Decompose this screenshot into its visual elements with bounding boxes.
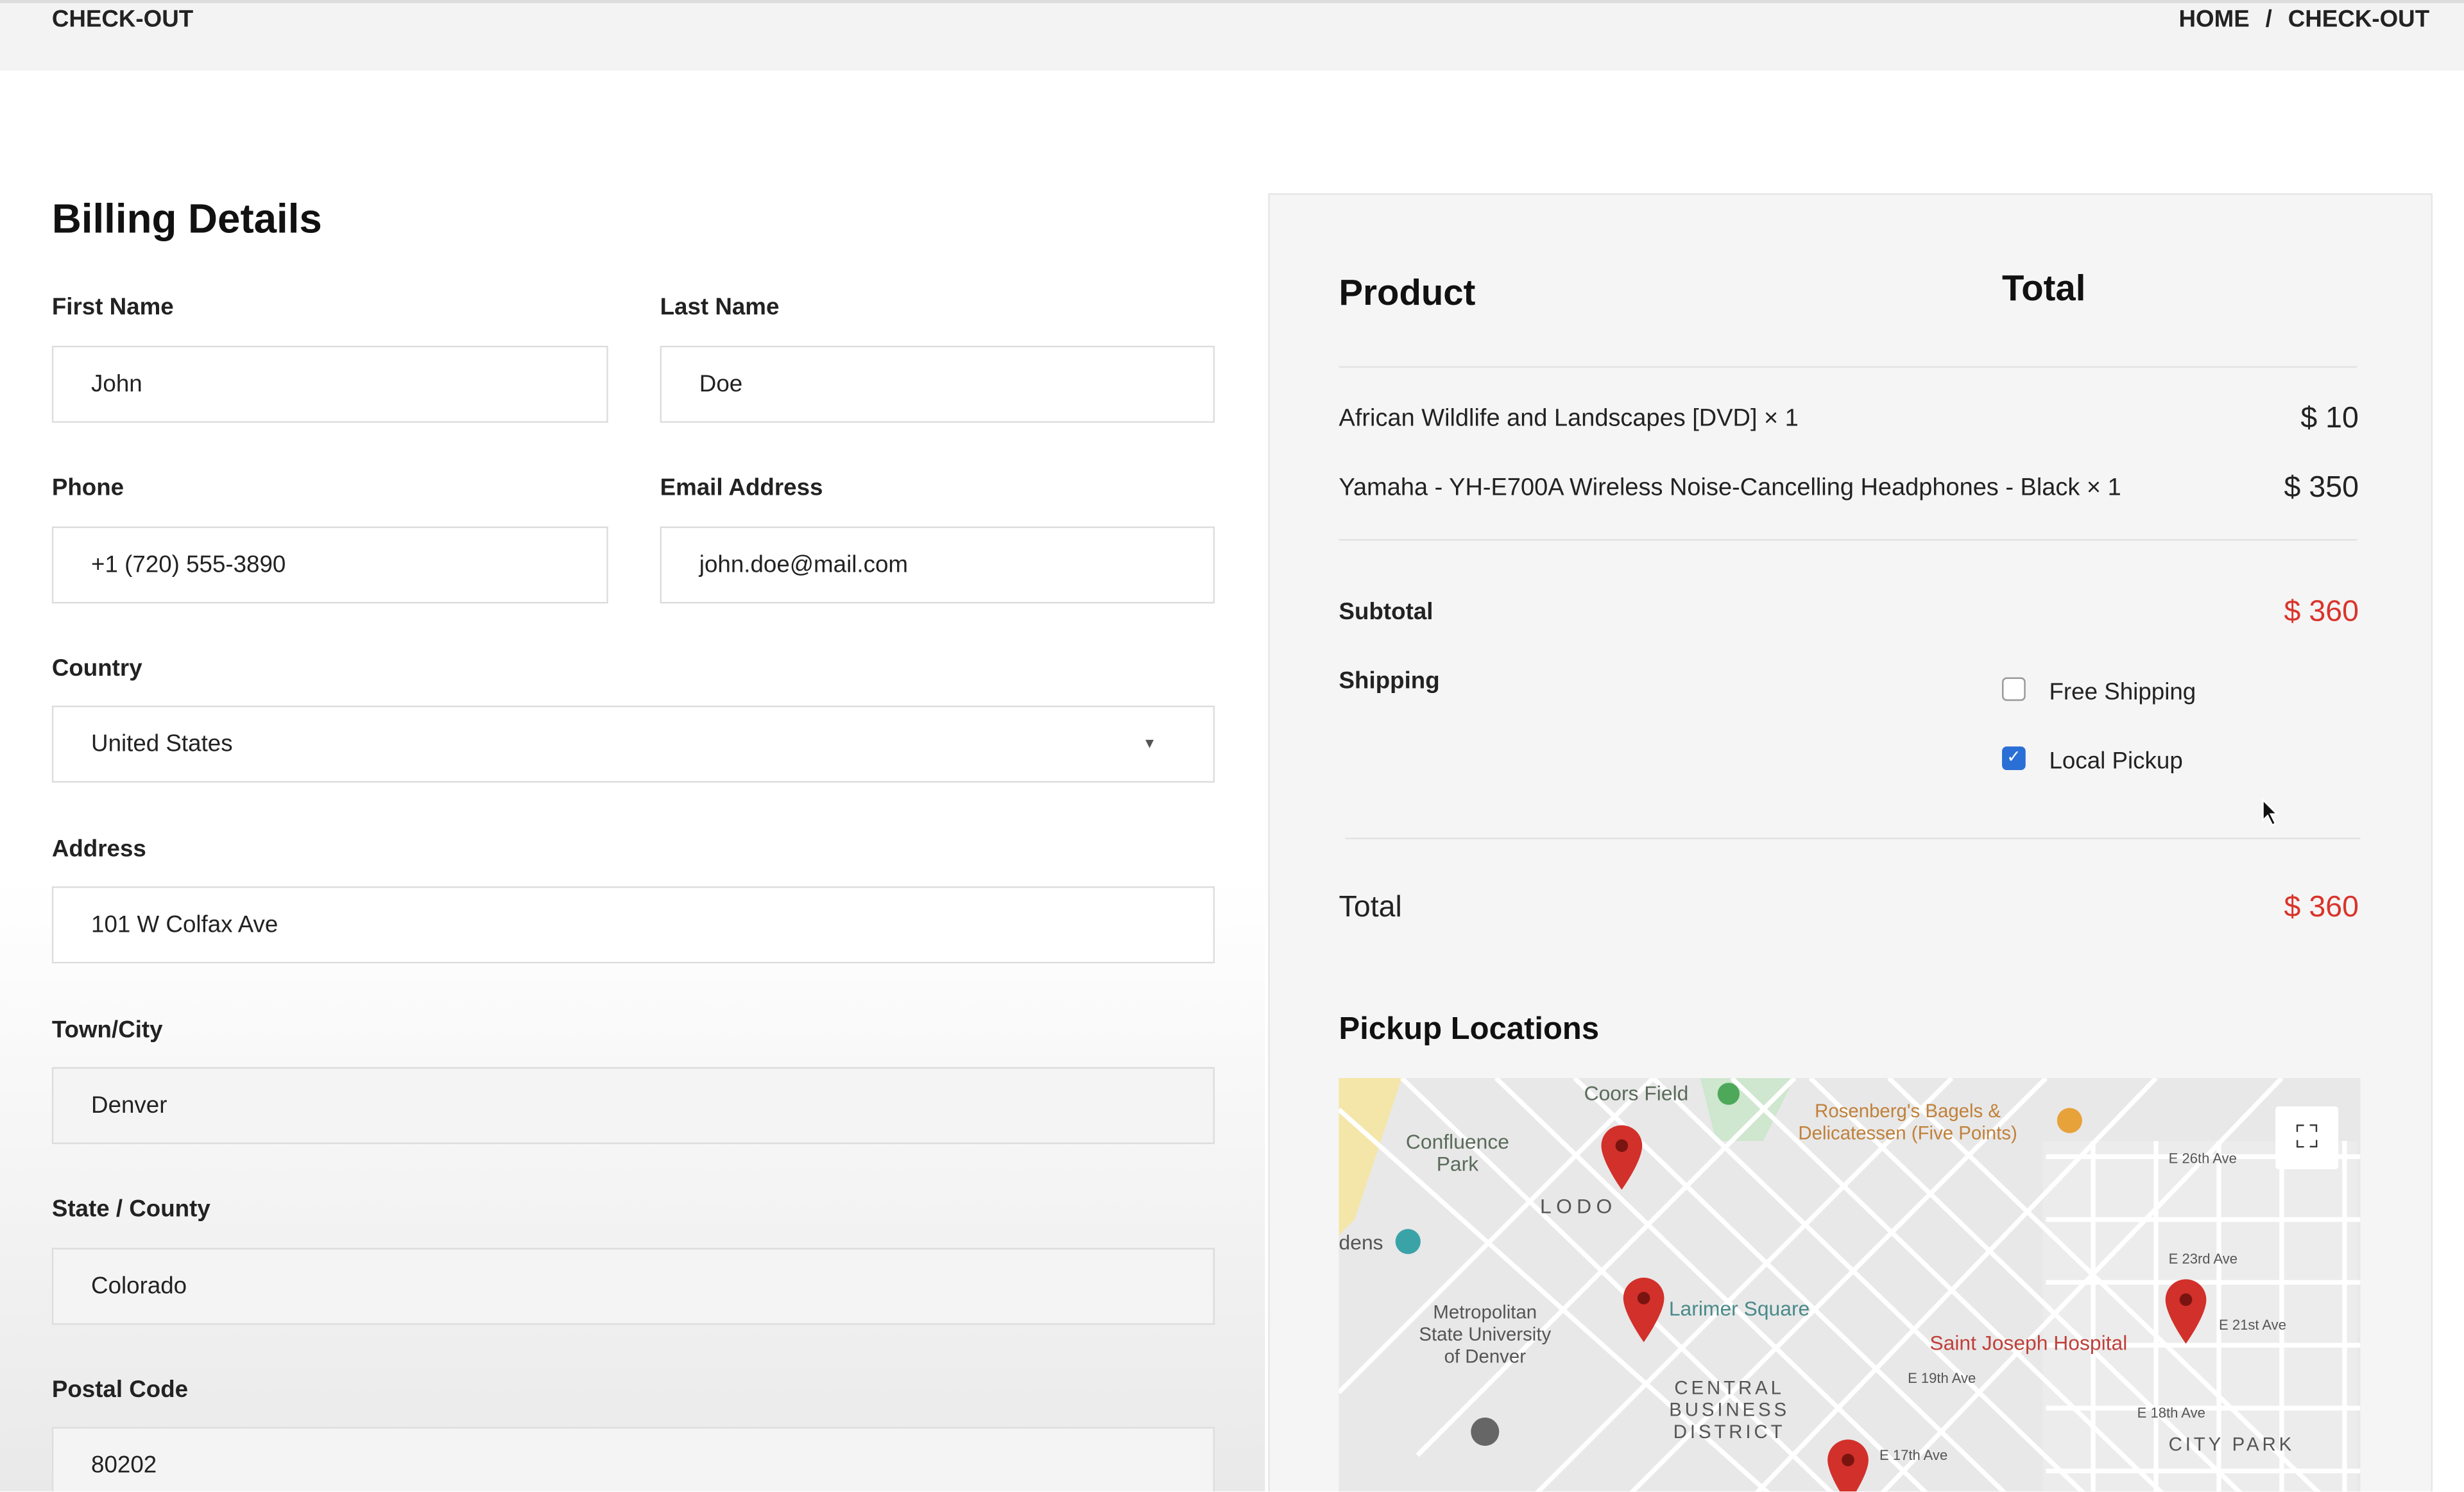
- total-label: Total: [1339, 891, 1402, 925]
- map-label: CITY PARK: [2168, 1433, 2295, 1455]
- email-label: Email Address: [660, 474, 823, 502]
- mouse-cursor-icon: [2262, 798, 2279, 827]
- stadium-icon: [1717, 1083, 1740, 1105]
- breadcrumb-current: CHECK-OUT: [2288, 6, 2430, 33]
- phone-label: Phone: [51, 474, 124, 502]
- subtotal-value: $ 360: [2284, 596, 2359, 629]
- order-item-price: $ 350: [2284, 471, 2359, 505]
- total-value: $ 360: [2284, 891, 2359, 925]
- map-label: E 23rd Ave: [2168, 1251, 2238, 1267]
- map-label: Coors Field: [1584, 1081, 1689, 1105]
- map-streets: [1339, 1078, 2361, 1492]
- map-label: Confluence Park: [1405, 1129, 1509, 1176]
- billing-title: Billing Details: [51, 194, 322, 243]
- pickup-map[interactable]: Coors Field Rosenberg's Bagels & Delicat…: [1339, 1078, 2361, 1492]
- address-label: Address: [51, 836, 146, 863]
- first-name-label: First Name: [51, 293, 174, 321]
- breadcrumb: HOME / CHECK-OUT: [2179, 6, 2430, 33]
- map-label: Saint Joseph Hospital: [1929, 1331, 2128, 1355]
- map-park-area: [1339, 1078, 1402, 1235]
- map-pin-icon: [2165, 1279, 2207, 1344]
- map-label: CENTRAL BUSINESS DISTRICT: [1669, 1376, 1790, 1443]
- local-pickup-checkbox[interactable]: ✓: [2002, 746, 2026, 771]
- order-item-name: Yamaha - YH-E700A Wireless Noise-Cancell…: [1339, 474, 2121, 502]
- divider: [1345, 837, 2361, 839]
- page-header-bar: CHECK-OUT HOME / CHECK-OUT: [0, 0, 2464, 71]
- last-name-input[interactable]: Doe: [660, 345, 1215, 423]
- pickup-title: Pickup Locations: [1339, 1012, 1600, 1047]
- garden-icon: [1395, 1229, 1421, 1255]
- divider: [1339, 539, 2357, 541]
- order-item-price: $ 10: [2300, 402, 2359, 436]
- email-input[interactable]: john.doe@mail.com: [660, 526, 1215, 604]
- university-icon: [1471, 1417, 1500, 1446]
- postal-label: Postal Code: [51, 1376, 189, 1403]
- map-pin-icon: [1601, 1125, 1643, 1190]
- free-shipping-label[interactable]: Free Shipping: [2049, 678, 2196, 706]
- shipping-label: Shipping: [1339, 667, 1440, 695]
- map-label: E 26th Ave: [2168, 1150, 2237, 1167]
- map-canvas[interactable]: [1339, 1078, 2361, 1492]
- country-label: Country: [51, 655, 142, 682]
- product-header: Product: [1339, 271, 1476, 313]
- city-input[interactable]: Denver: [51, 1067, 1215, 1144]
- map-label: E 18th Ave: [2137, 1405, 2205, 1421]
- state-label: State / County: [51, 1196, 210, 1223]
- map-pin-icon: [1623, 1278, 1664, 1342]
- subtotal-label: Subtotal: [1339, 599, 1433, 626]
- divider: [1339, 366, 2357, 368]
- restaurant-icon: [2057, 1108, 2082, 1133]
- background-fade: [0, 880, 1265, 1492]
- total-header: Total: [2002, 267, 2086, 309]
- chevron-down-icon: ▼: [1142, 735, 1157, 751]
- map-label: E 17th Ave: [1879, 1447, 1948, 1464]
- breadcrumb-separator: /: [2265, 6, 2272, 33]
- country-value: United States: [91, 730, 233, 758]
- country-select[interactable]: United States ▼: [51, 705, 1215, 783]
- last-name-label: Last Name: [660, 293, 780, 321]
- local-pickup-label[interactable]: Local Pickup: [2049, 748, 2183, 775]
- phone-input[interactable]: +1 (720) 555-3890: [51, 526, 608, 604]
- city-label: Town/City: [51, 1016, 163, 1044]
- map-label: Metropolitan State University of Denver: [1419, 1301, 1552, 1368]
- address-input[interactable]: 101 W Colfax Ave: [51, 886, 1215, 964]
- map-label: E 19th Ave: [1908, 1370, 1976, 1387]
- map-label: Larimer Square: [1668, 1296, 1810, 1321]
- map-label: dens: [1339, 1230, 1383, 1255]
- first-name-input[interactable]: John: [51, 345, 608, 423]
- postal-input[interactable]: 80202: [51, 1427, 1215, 1492]
- breadcrumb-home[interactable]: HOME: [2178, 6, 2250, 33]
- map-label: E 21st Ave: [2218, 1317, 2286, 1333]
- order-item-name: African Wildlife and Landscapes [DVD] × …: [1339, 405, 1799, 433]
- free-shipping-checkbox[interactable]: [2002, 677, 2026, 701]
- page-title: CHECK-OUT: [51, 6, 194, 33]
- map-label: Rosenberg's Bagels & Delicatessen (Five …: [1798, 1100, 2017, 1144]
- fullscreen-icon[interactable]: ⛶: [2275, 1106, 2339, 1170]
- state-input[interactable]: Colorado: [51, 1248, 1215, 1325]
- map-label: LODO: [1540, 1194, 1617, 1218]
